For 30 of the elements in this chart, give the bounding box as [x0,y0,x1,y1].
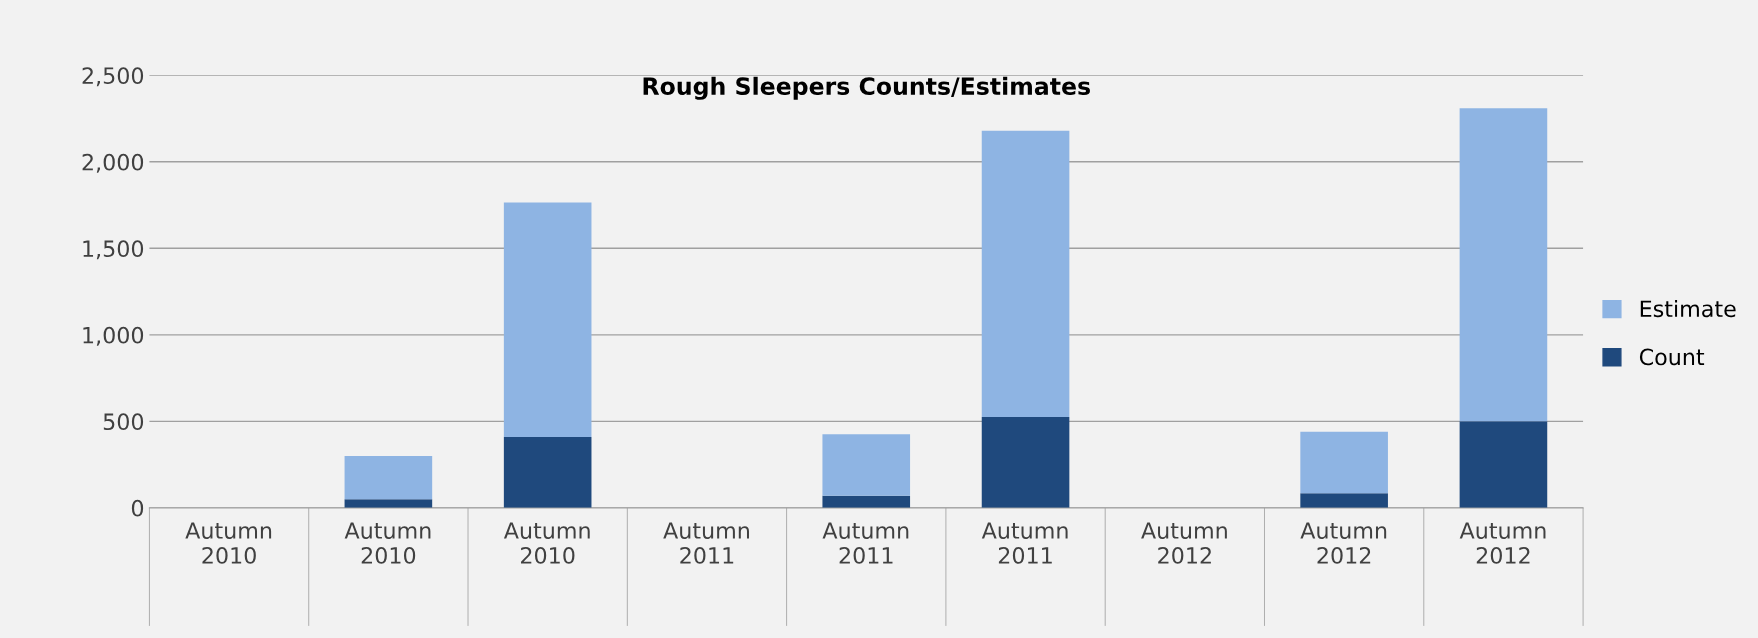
x-tick-label: Autumn 2010 [185,522,272,564]
bar [344,499,433,508]
y-tick-label: 500 [103,413,144,431]
y-tick-label: 2,500 [82,67,144,87]
legend-label: Estimate [1640,299,1736,318]
bar [503,436,592,508]
bar [981,417,1070,508]
chart-title: Rough Sleepers Counts/Estimates [643,76,1090,100]
x-tick-label: Autumn 2012 [1141,522,1227,564]
x-tick-label: Autumn 2011 [822,522,909,564]
y-tick-label: 2,000 [82,153,144,173]
y-tick-label: 0 [131,499,144,517]
bar [1459,421,1548,508]
bar [822,495,911,508]
y-tick-label: 1,000 [83,326,144,346]
x-tick-label: Autumn 2012 [1459,522,1546,564]
x-tick-label: Autumn 2011 [663,522,749,564]
bar [822,434,911,496]
x-tick-label: Autumn 2010 [503,522,590,564]
x-tick-label: Autumn 2012 [1300,522,1387,564]
bar [503,202,592,437]
x-tick-label: Autumn 2011 [981,522,1068,564]
bar [1300,493,1388,508]
bar [1459,108,1548,422]
bar [1300,431,1388,494]
bar [981,130,1070,418]
bar [344,455,433,500]
x-tick-label: Autumn 2010 [344,522,431,564]
y-tick-label: 1,500 [83,240,144,260]
legend-label: Count [1639,348,1705,366]
